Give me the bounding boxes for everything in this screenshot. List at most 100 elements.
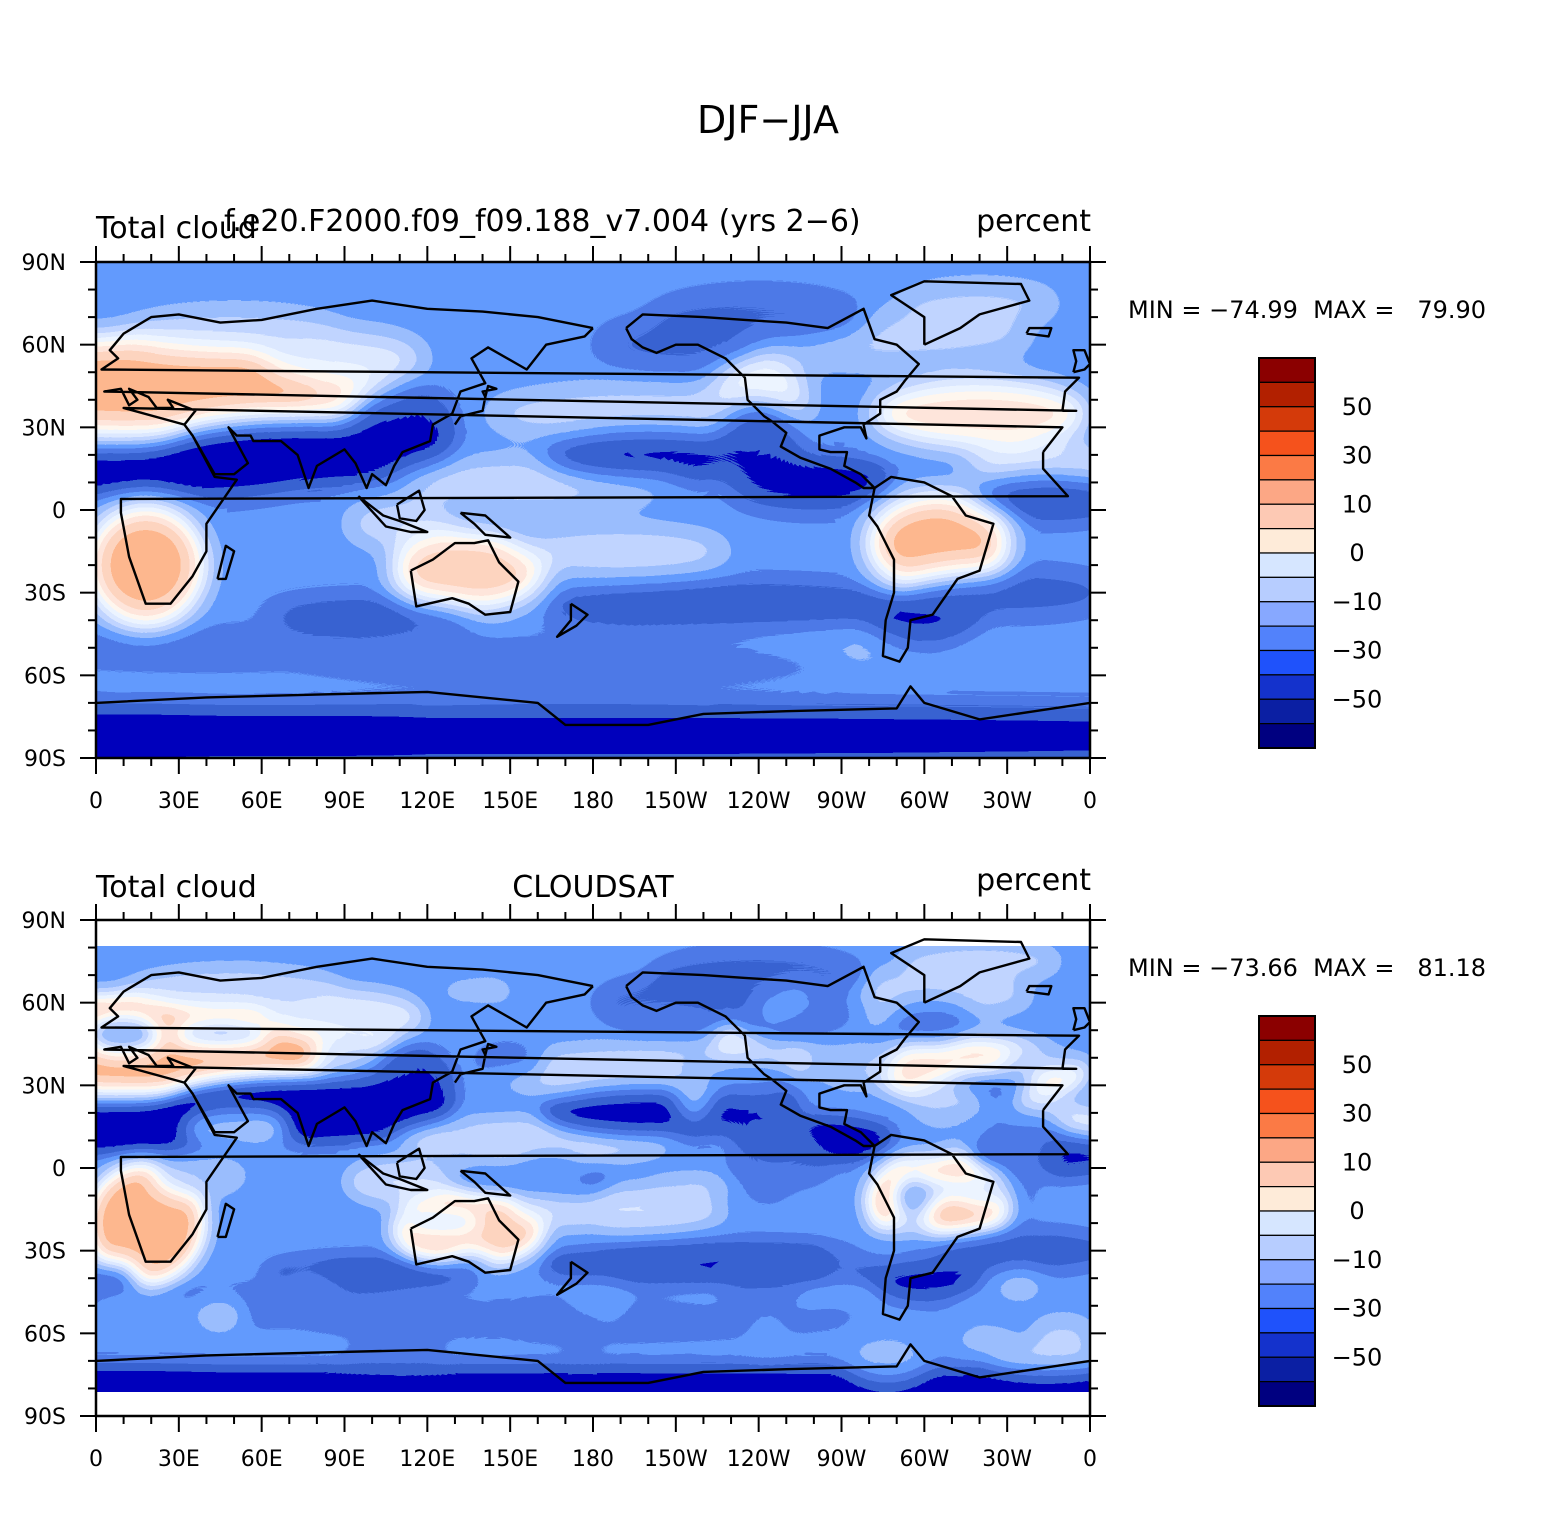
colorbar-swatch	[1258, 576, 1316, 603]
lon-tick-label: 0	[89, 1447, 103, 1472]
colorbar: 50 30 10 0 −10 −30 −50	[1258, 1015, 1383, 1407]
lat-tick-label: 60S	[24, 1322, 66, 1347]
lon-tick-label: 90E	[324, 789, 366, 814]
colorbar-swatch	[1258, 1332, 1316, 1358]
lon-tick-label: 120E	[399, 789, 455, 814]
no-data-north	[96, 920, 1090, 946]
lon-tick-label: 180	[572, 1447, 614, 1472]
map-frame: 0 30E 60E 90E 120E 150E 180 150W 120W 90W 60W 30W 09…	[22, 904, 1106, 1472]
lon-tick-label: 180	[572, 789, 614, 814]
panel-center-label: CLOUDSAT	[512, 870, 674, 905]
colorbar-label: 50	[1342, 393, 1373, 421]
colorbar-label: −50	[1332, 1343, 1383, 1371]
colorbar-swatch	[1258, 1088, 1316, 1115]
lat-tick-label: 30S	[24, 1240, 66, 1265]
lat-tick-label: 90S	[24, 1405, 66, 1430]
colorbar-swatch	[1258, 1015, 1316, 1041]
no-data-south	[96, 1392, 1090, 1416]
colorbar-label: −10	[1332, 1246, 1383, 1274]
lat-tick-label: 90N	[22, 909, 66, 934]
panel-right-label: percent	[976, 204, 1091, 239]
lat-tick-label: 30N	[22, 416, 66, 441]
colorbar-swatch	[1258, 1234, 1316, 1261]
lon-tick-label: 150W	[644, 789, 708, 814]
colorbar-swatch	[1258, 1259, 1316, 1285]
panel-stats: MIN = −74.99 MAX = 79.90	[1128, 296, 1486, 324]
colorbar-swatch	[1258, 1112, 1316, 1139]
colorbar-label: −30	[1332, 1295, 1383, 1323]
figure-title: DJF−JJA	[697, 98, 839, 142]
colorbar-swatch	[1258, 552, 1316, 578]
panel-cloudsat: Total cloud CLOUDSAT percent	[22, 863, 1487, 1472]
lon-tick-label: 30W	[982, 789, 1032, 814]
colorbar-swatch	[1258, 723, 1316, 749]
colorbar-swatch	[1258, 1064, 1316, 1090]
colorbar-swatch	[1258, 649, 1316, 676]
map-field	[96, 920, 1090, 1416]
colorbar-swatch	[1258, 1039, 1316, 1066]
panel-stats: MIN = −73.66 MAX = 81.18	[1128, 954, 1486, 982]
map-frame: 0 30E 60E 90E 120E 150E 180 150W 120W 90W 60W 30W 09…	[22, 246, 1106, 814]
colorbar-swatch	[1258, 454, 1316, 481]
panel-center-label: f.e20.F2000.f09_f09.188_v7.004 (yrs 2−6)	[224, 204, 861, 239]
colorbar-label: 0	[1349, 1197, 1364, 1225]
lon-tick-label: 150E	[482, 1447, 538, 1472]
colorbar-swatch	[1258, 1356, 1316, 1383]
coastline	[96, 280, 1090, 727]
colorbar-swatch	[1258, 698, 1316, 725]
colorbar-label: 50	[1342, 1051, 1373, 1079]
lat-tick-label: 30N	[22, 1074, 66, 1099]
lat-tick-label: 60N	[22, 992, 66, 1017]
panel-left-label: Total cloud	[95, 211, 257, 246]
panel-right-label: percent	[976, 863, 1091, 898]
colorbar-swatch	[1258, 406, 1316, 432]
lon-tick-label: 60W	[899, 1447, 949, 1472]
map-field	[96, 262, 1090, 758]
colorbar-swatch	[1258, 1161, 1316, 1188]
lon-tick-label: 60W	[899, 789, 949, 814]
colorbar-label: 30	[1342, 442, 1373, 470]
lon-tick-label: 0	[1083, 1447, 1097, 1472]
colorbar-swatch	[1258, 528, 1316, 554]
colorbar-label: −10	[1332, 588, 1383, 616]
colorbar-swatch	[1258, 357, 1316, 383]
colorbar-label: 10	[1342, 490, 1373, 518]
coastline	[96, 938, 1090, 1385]
colorbar-swatch	[1258, 1283, 1316, 1310]
panel-model: Total cloud f.e20.F2000.f09_f09.188_v7.0…	[22, 204, 1487, 814]
lon-tick-label: 0	[89, 789, 103, 814]
lat-tick-label: 60N	[22, 334, 66, 359]
colorbar-swatch	[1258, 1210, 1316, 1236]
colorbar-swatch	[1258, 625, 1316, 652]
lon-tick-label: 120W	[727, 1447, 791, 1472]
colorbar-label: −30	[1332, 637, 1383, 665]
colorbar-label: 10	[1342, 1148, 1373, 1176]
lat-tick-label: 0	[52, 1157, 66, 1182]
lon-tick-label: 90E	[324, 1447, 366, 1472]
colorbar-swatch	[1258, 479, 1316, 505]
colorbar-label: −50	[1332, 685, 1383, 713]
lat-tick-label: 90S	[24, 747, 66, 772]
lat-tick-label: 30S	[24, 582, 66, 607]
colorbar-swatch	[1258, 430, 1316, 457]
colorbar-label: 0	[1349, 539, 1364, 567]
colorbar-swatch	[1258, 601, 1316, 627]
colorbar-swatch	[1258, 1137, 1316, 1163]
lon-tick-label: 90W	[817, 789, 867, 814]
lon-tick-label: 30E	[158, 1447, 200, 1472]
lat-tick-label: 0	[52, 499, 66, 524]
lon-tick-label: 30W	[982, 1447, 1032, 1472]
colorbar: 50 30 10 0 −10 −30 −50	[1258, 357, 1383, 749]
lon-tick-label: 60E	[241, 1447, 283, 1472]
colorbar-swatch	[1258, 381, 1316, 408]
lon-tick-label: 150E	[482, 789, 538, 814]
colorbar-label: 30	[1342, 1100, 1373, 1128]
lon-tick-label: 120W	[727, 789, 791, 814]
colorbar-swatch	[1258, 1381, 1316, 1407]
lon-tick-label: 30E	[158, 789, 200, 814]
lon-tick-label: 90W	[817, 1447, 867, 1472]
colorbar-swatch	[1258, 674, 1316, 700]
lon-tick-label: 60E	[241, 789, 283, 814]
lon-tick-label: 0	[1083, 789, 1097, 814]
